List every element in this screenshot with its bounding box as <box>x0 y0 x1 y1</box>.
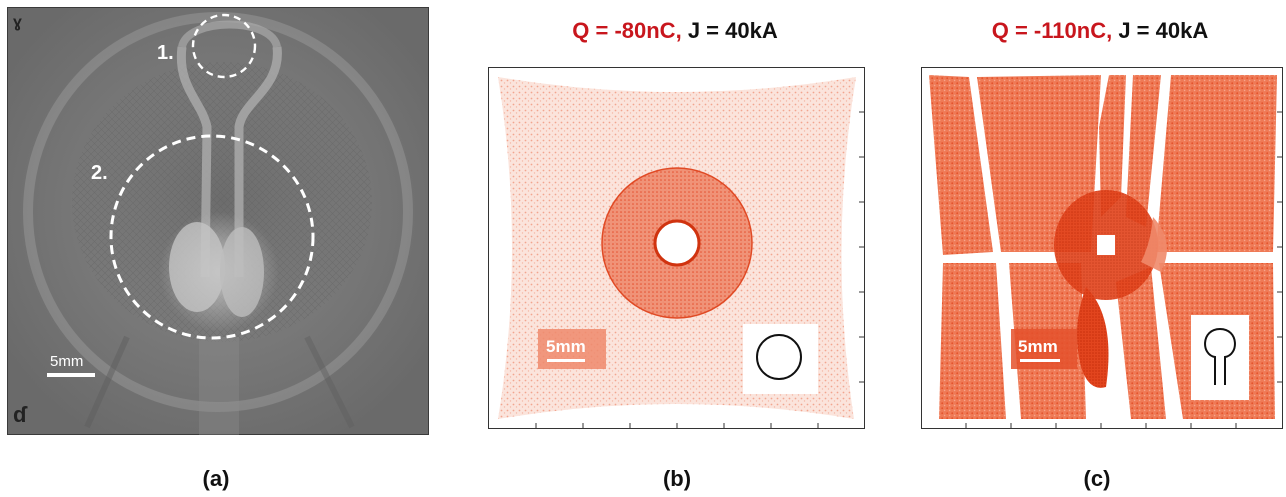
region-2-label: 2. <box>91 162 108 184</box>
caption-c: (c) <box>1047 466 1147 492</box>
panel-a-radiograph: ɣ ɗ 1. 2. 5mm <box>7 7 429 435</box>
panel-b-current: J = 40kA <box>688 18 778 43</box>
svg-text:ɗ: ɗ <box>13 402 28 427</box>
panel-b-charge: Q = -80nC, <box>572 18 681 43</box>
caption-a: (a) <box>166 466 266 492</box>
scale-bar-label: 5mm <box>546 337 586 356</box>
caption-b: (b) <box>627 466 727 492</box>
panel-c-simulation: 5mm <box>921 67 1283 429</box>
panel-c-charge: Q = -110nC, <box>992 18 1112 43</box>
scale-bar-label: 5mm <box>1018 337 1058 356</box>
inset-box <box>1191 315 1249 400</box>
scale-bar <box>547 359 585 362</box>
region-1-label: 1. <box>157 42 174 64</box>
panel-b-title: Q = -80nC, J = 40kA <box>490 18 860 44</box>
panel-b-simulation: 5mm <box>488 67 865 429</box>
scale-bar-label: 5mm <box>50 353 83 370</box>
scale-bar <box>1020 359 1060 362</box>
svg-text:ɣ: ɣ <box>13 14 22 31</box>
panel-c-title: Q = -110nC, J = 40kA <box>915 18 1285 44</box>
panel-c-current: J = 40kA <box>1118 18 1208 43</box>
scale-bar <box>47 373 95 377</box>
